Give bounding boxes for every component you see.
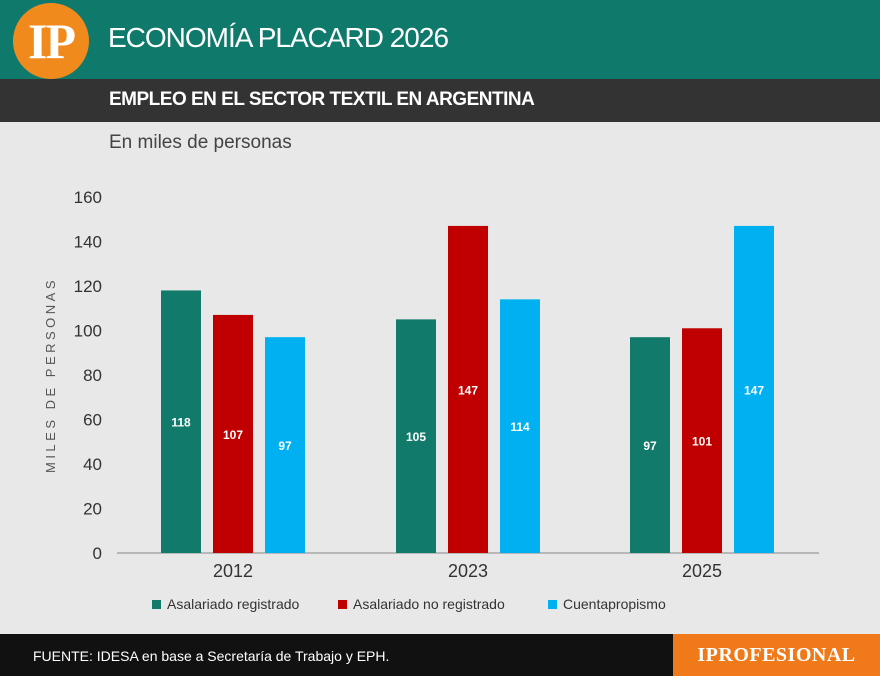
bar-value-label: 147 bbox=[744, 383, 764, 397]
bar-value-label: 105 bbox=[406, 430, 426, 444]
bar-2025-asalariado-registrado bbox=[630, 337, 670, 553]
y-tick-label: 0 bbox=[93, 544, 102, 563]
bar-value-label: 107 bbox=[223, 428, 243, 442]
y-tick-label: 40 bbox=[83, 455, 102, 474]
bar-2012-asalariado-no-registrado bbox=[213, 314, 253, 553]
y-tick-label: 140 bbox=[74, 233, 102, 252]
legend-item-asalariado-registrado: Asalariado registrado bbox=[152, 596, 299, 612]
y-tick-label: 20 bbox=[83, 500, 102, 519]
legend-swatch bbox=[338, 599, 347, 609]
legend-label: Asalariado no registrado bbox=[353, 596, 505, 612]
legend-item-cuentapropismo: Cuentapropismo bbox=[548, 596, 666, 612]
brand-logo: IPROFESIONAL bbox=[673, 634, 880, 676]
header-bar: IP ECONOMÍA PLACARD 2026 bbox=[0, 0, 880, 79]
y-tick-label: 160 bbox=[74, 188, 102, 207]
y-tick-label: 100 bbox=[74, 322, 102, 341]
x-tick-label: 2023 bbox=[448, 561, 488, 581]
source-note: FUENTE: IDESA en base a Secretaría de Tr… bbox=[33, 648, 390, 664]
bar-value-label: 101 bbox=[692, 435, 712, 449]
bar-2023-cuentapropismo bbox=[500, 299, 540, 553]
y-tick-label: 60 bbox=[83, 411, 102, 430]
chart-title: EMPLEO EN EL SECTOR TEXTIL EN ARGENTINA bbox=[109, 89, 535, 110]
units-note: En miles de personas bbox=[109, 132, 292, 153]
bar-2012-cuentapropismo bbox=[265, 337, 305, 553]
bar-2025-asalariado-no-registrado bbox=[682, 328, 722, 553]
y-tick-label: 80 bbox=[83, 366, 102, 385]
bar-value-label: 97 bbox=[643, 439, 657, 453]
legend-label: Cuentapropismo bbox=[563, 596, 666, 612]
y-tick-label: 120 bbox=[74, 277, 102, 296]
bar-2025-cuentapropismo bbox=[734, 225, 774, 554]
bar-value-label: 147 bbox=[458, 383, 478, 397]
legend-swatch bbox=[548, 599, 557, 609]
bar-2023-asalariado-registrado bbox=[396, 319, 436, 553]
bar-2012-asalariado-registrado bbox=[161, 290, 201, 553]
legend-label: Asalariado registrado bbox=[167, 596, 300, 612]
legend-swatch bbox=[152, 599, 161, 609]
bar-value-label: 97 bbox=[278, 439, 292, 453]
bar-2023-asalariado-no-registrado bbox=[448, 225, 488, 554]
y-axis-label: MILES DE PERSONAS bbox=[43, 277, 58, 473]
bar-chart: 0 20 40 60 80 100 120 140 160 MILES DE PERSONAS 11… bbox=[43, 188, 819, 581]
x-tick-label: 2012 bbox=[213, 561, 253, 581]
footer-bar: FUENTE: IDESA en base a Secretaría de Tr… bbox=[0, 634, 880, 676]
bar-value-label: 114 bbox=[510, 420, 530, 434]
bar-value-label: 118 bbox=[171, 416, 191, 430]
x-tick-label: 2025 bbox=[682, 561, 722, 581]
legend-item-asalariado-no-registrado: Asalariado no registrado bbox=[338, 596, 505, 612]
subtitle-bar: EMPLEO EN EL SECTOR TEXTIL EN ARGENTINA bbox=[0, 79, 880, 122]
page-title: ECONOMÍA PLACARD 2026 bbox=[108, 22, 449, 53]
ip-logo: IP bbox=[13, 3, 89, 79]
